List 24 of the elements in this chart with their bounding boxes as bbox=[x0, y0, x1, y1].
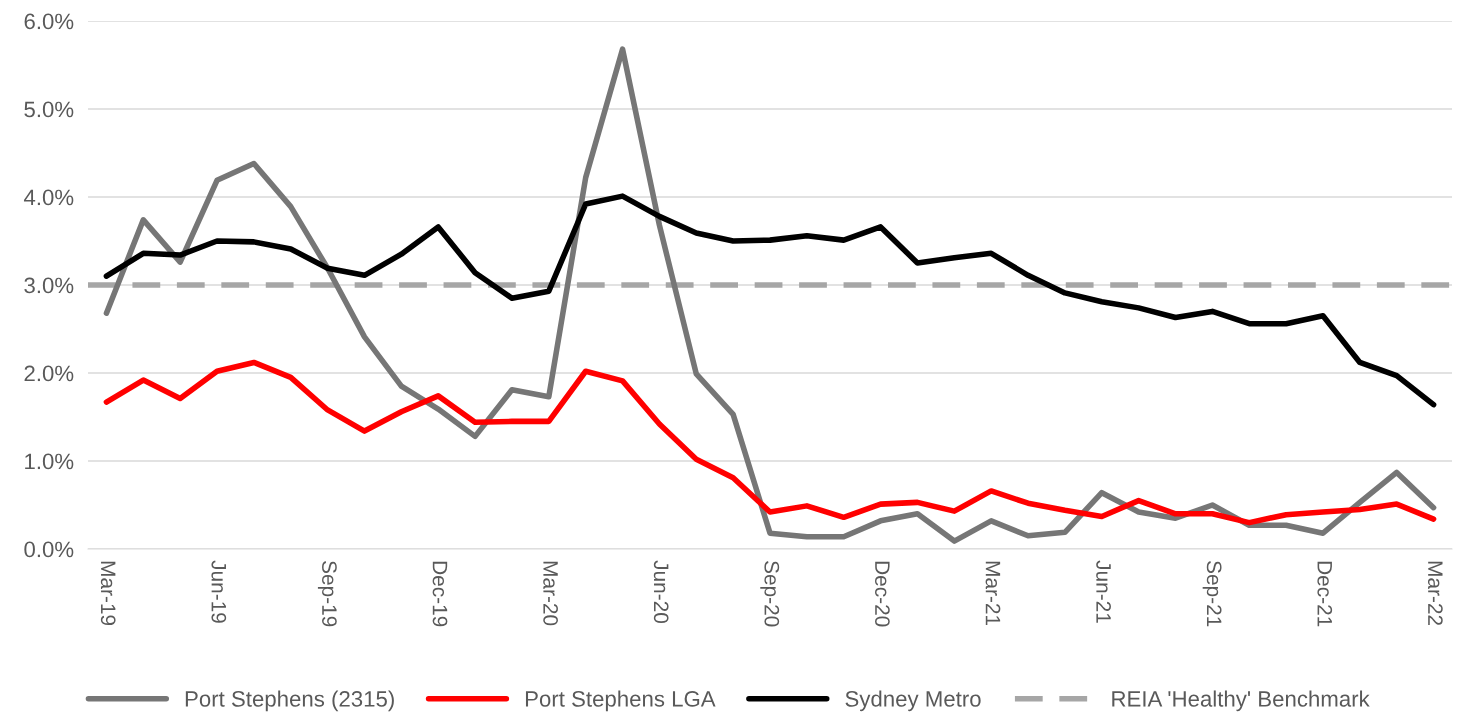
x-tick-label: Mar-21 bbox=[985, 561, 1001, 626]
x-tick-label: Sep-20 bbox=[760, 561, 780, 627]
y-tick-label: 3.0% bbox=[24, 277, 74, 294]
legend-label: REIA 'Healthy' Benchmark bbox=[1112, 690, 1370, 712]
x-tick-label: Dec-20 bbox=[875, 561, 890, 627]
y-tick-label: 2.0% bbox=[24, 365, 74, 382]
x-tick-label: Mar-22 bbox=[1427, 561, 1443, 626]
x-tick-label: Jun-20 bbox=[653, 560, 669, 623]
legend-label: Port Stephens LGA bbox=[525, 690, 716, 712]
y-tick-label: 4.0% bbox=[23, 189, 74, 206]
x-tick-label: Dec-21 bbox=[1317, 561, 1333, 627]
legend-label: Port Stephens (2315) bbox=[185, 690, 394, 712]
x-tick-label: Sep-19 bbox=[317, 561, 337, 627]
legend-label: Sydney Metro bbox=[845, 690, 981, 712]
x-tick-label: Sep-21 bbox=[1202, 561, 1222, 627]
x-tick-label: Mar-20 bbox=[543, 561, 558, 626]
x-tick-label: Jun-19 bbox=[211, 560, 227, 623]
y-tick-label: 6.0% bbox=[24, 13, 74, 30]
x-tick-label: Dec-19 bbox=[432, 561, 448, 627]
y-tick-label: 5.0% bbox=[24, 101, 74, 118]
x-tick-label: Jun-21 bbox=[1096, 560, 1111, 623]
y-tick-label: 0.0% bbox=[24, 541, 74, 558]
y-tick-label: 1.0% bbox=[25, 453, 74, 470]
x-tick-label: Mar-19 bbox=[100, 561, 116, 626]
